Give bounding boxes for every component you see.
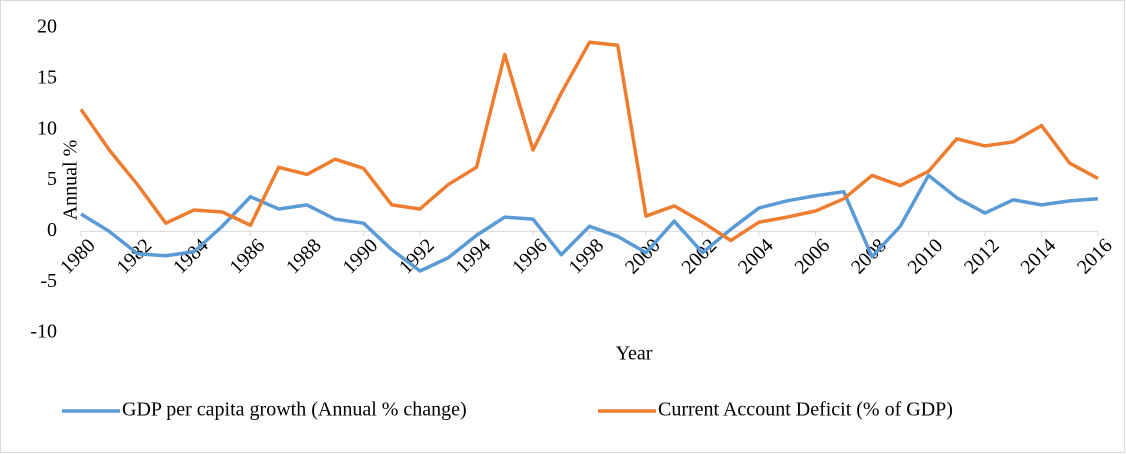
- legend-label: GDP per capita growth (Annual % change): [122, 399, 467, 421]
- y-tick-label: 10: [37, 117, 57, 139]
- series-line: [80, 173, 1099, 273]
- legend-label: Current Account Deficit (% of GDP): [658, 399, 953, 421]
- y-axis-label: Annual %: [60, 140, 82, 221]
- y-tick-label: 0: [47, 219, 57, 241]
- y-tick-label: 20: [37, 16, 57, 38]
- x-axis-label: Year: [616, 343, 653, 365]
- series-line: [79, 40, 1099, 243]
- y-tick-label: -10: [30, 321, 57, 343]
- y-tick-label: -5: [40, 270, 57, 292]
- y-tick-label: 15: [37, 66, 57, 88]
- y-tick-label: 5: [47, 168, 57, 190]
